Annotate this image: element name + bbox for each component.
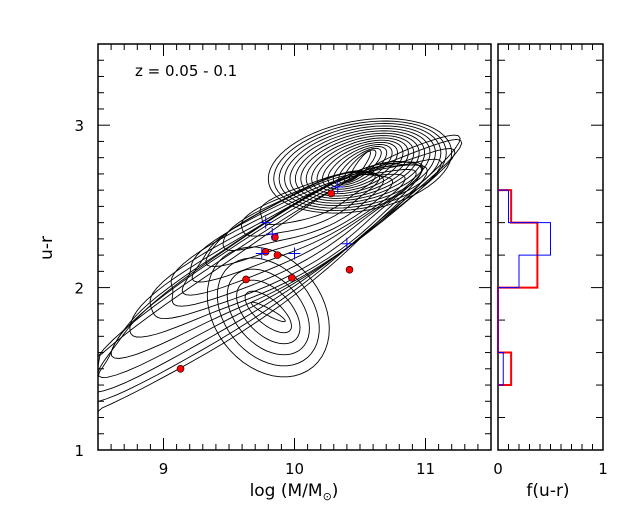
contour-line: [284, 125, 436, 207]
red-point: [345, 265, 354, 274]
data-points: [176, 180, 354, 373]
x-axis-label-close: ): [332, 481, 339, 501]
contour-line: [316, 139, 404, 192]
blue-plus-marker: [259, 216, 272, 229]
histogram-steps: [497, 189, 551, 387]
contour-line: [250, 301, 286, 323]
blue-plus-marker: [331, 180, 344, 193]
contour-line: [129, 161, 422, 338]
red-point: [261, 248, 270, 256]
histogram-x-axis-label: f(u-r): [526, 481, 569, 501]
contour-line: [222, 170, 384, 251]
x-axis-label: log (M/M⊙): [250, 481, 339, 503]
red-point: [242, 275, 250, 284]
blue-plus-marker: [288, 247, 301, 260]
blue-plus-marker: [340, 237, 353, 250]
contour-line: [294, 130, 426, 202]
y-tick-label: 3: [74, 117, 84, 135]
contour-line: [332, 146, 388, 186]
red-point: [327, 189, 335, 198]
blue-plus-marker: [266, 228, 279, 241]
contour-line: [181, 168, 417, 296]
y-tick-label: 1: [74, 442, 84, 460]
contour-line: [244, 290, 292, 334]
red-point: [273, 251, 282, 259]
x-tick-label: 10: [285, 460, 304, 478]
blue-histogram: [497, 189, 551, 386]
contour-line: [289, 127, 431, 204]
contour-line: [236, 279, 301, 345]
contour-lines: [97, 118, 463, 415]
contour-line: [273, 120, 447, 212]
blue-plus-marker: [255, 247, 268, 260]
contour-line: [205, 171, 393, 268]
x-tick-label: 11: [416, 460, 435, 478]
red-point: [176, 364, 185, 373]
contour-line: [191, 173, 406, 283]
contour-line: [300, 132, 420, 199]
contour-line: [267, 118, 453, 214]
contour-line: [278, 123, 442, 209]
contour-line: [216, 257, 320, 367]
main-plot-frame: [97, 43, 492, 451]
contour-line: [226, 268, 310, 356]
contour-line: [305, 135, 415, 197]
red-point: [288, 274, 296, 282]
y-tick-label: 2: [74, 280, 84, 298]
x-axis-label-main: log (M/M: [250, 481, 323, 501]
hist-x-tick-label: 1: [598, 460, 608, 478]
contour-line: [206, 246, 330, 378]
contour-line: [349, 150, 371, 181]
hist-x-tick-label: 0: [493, 460, 503, 478]
contour-line: [240, 170, 380, 237]
x-axis-label-sun-symbol: ⊙: [323, 490, 332, 503]
contour-line: [311, 137, 409, 195]
x-tick-label: 9: [159, 460, 169, 478]
contour-line: [338, 147, 382, 184]
y-axis-label: u-r: [37, 236, 57, 260]
redshift-annotation: z = 0.05 - 0.1: [135, 62, 237, 80]
contour-line: [321, 141, 399, 190]
contour-line: [327, 144, 393, 188]
